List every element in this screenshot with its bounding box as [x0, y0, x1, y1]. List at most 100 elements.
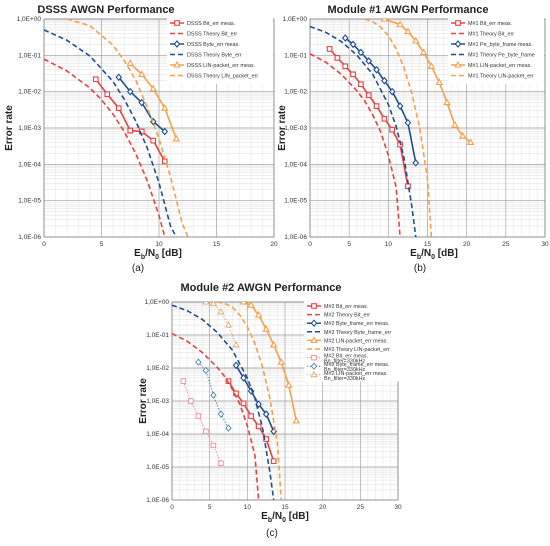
data-point [454, 40, 462, 48]
series-m-1-theory-pe-byte-frame [310, 25, 417, 237]
legend-entry: M#1 Bit_err meas. [468, 21, 512, 27]
data-point [269, 340, 278, 348]
data-point [451, 120, 459, 128]
figure-caption: (c) [266, 528, 278, 539]
data-point [210, 442, 217, 449]
y-axis-label: Error rate [138, 378, 149, 424]
series-line [172, 304, 275, 500]
legend-entry: DSSS Bit_err meas. [187, 21, 235, 27]
data-point [373, 65, 380, 74]
y-tick-label: 1,0E-01 [18, 52, 41, 59]
data-point [270, 458, 277, 465]
legend-entry: DSSS Theory Byte_err [187, 53, 242, 59]
data-point [138, 70, 146, 77]
legend: DSSS Bit_err meas. DSSS Theory Bit_err DSS… [167, 18, 273, 84]
legend-entry: M#2 LIN-packet_err meas. Bn_filter=330kHz [324, 371, 388, 382]
data-point [138, 98, 146, 107]
series-m-2-bit-err-meas-bn-filter-330khz [180, 378, 224, 466]
data-point [427, 62, 436, 69]
x-tick-label: 15 [213, 241, 221, 248]
x-tick-label: 5 [347, 241, 351, 248]
data-point [202, 366, 210, 374]
chart-b-svg: Module #1 AWGN Performance 1,0E-06 1,0E-05… [277, 4, 549, 274]
chart-c-svg: Module #2 AWGN Performance 1,0E-06 1,0E-05… [138, 282, 412, 539]
x-tick-label: 25 [502, 241, 510, 248]
y-tick-label: 1,0E-01 [284, 52, 307, 59]
legend-entry: DSSS Theory LIN_packet_err [187, 74, 258, 80]
plot-border [171, 301, 399, 501]
data-point [396, 20, 404, 28]
x-tick-label: 5 [208, 504, 212, 511]
series-m-2-theory-bit-err [172, 332, 260, 500]
legend-entry: M#2 Theory Byte_frame_err [324, 330, 392, 336]
legend-entry: M#2 Byte_frame_err meas. Bn_filter=330kHz [324, 362, 389, 373]
legend-entry: M#1 Theory LIN-packet_err [468, 74, 534, 80]
y-tick-label: 1,0E+00 [283, 16, 308, 23]
series-line [364, 19, 433, 237]
series-m-2-lin-packet-err-meas-bn-filter-330khz [202, 302, 240, 348]
legend-box [167, 18, 273, 84]
y-tick-label: 1,0E+00 [145, 299, 170, 306]
chart-panel-c: Module #2 AWGN Performance 1,0E-06 1,0E-05… [135, 278, 415, 541]
data-point [195, 358, 202, 366]
y-tick-label: 1,0E-04 [18, 161, 41, 168]
data-point [341, 34, 349, 42]
series-m-2-lin-packet-err-meas- [239, 302, 301, 424]
y-tick-label: 1,0E-06 [284, 234, 307, 241]
series-m-1-pe-byte-frame-meas- [341, 34, 420, 167]
data-point [232, 341, 240, 348]
data-point [127, 127, 134, 134]
data-point [126, 59, 134, 66]
data-point [380, 19, 389, 22]
legend-entry: M#2 Bit_err meas. Bn_filter=330kHz [324, 354, 368, 365]
data-point [310, 370, 318, 378]
y-tick-label: 1,0E-06 [146, 497, 169, 504]
plot-border [309, 18, 546, 238]
x-axis-label: Eb/N0 [dB] [261, 511, 309, 524]
data-point [161, 127, 169, 136]
y-axis-label: Error rate [277, 105, 288, 151]
x-tick-label: 15 [281, 504, 289, 511]
data-point [225, 424, 232, 432]
legend: M#1 Bit_err meas. M#1 Theory Bit_err M#1 P… [448, 18, 544, 84]
y-tick-label: 1,0E+00 [17, 16, 42, 23]
y-tick-label: 1,0E-05 [146, 464, 169, 471]
data-point [188, 398, 194, 404]
legend-entry: M#2 Theory LIN-packet_err [324, 347, 390, 353]
y-tick-label: 1,0E-04 [146, 431, 169, 438]
data-point [232, 361, 240, 370]
series-line [44, 29, 178, 237]
chart-panel-a: DSSS AWGN Performance 1,0E-06 1,0E-05 1,0E-… [0, 0, 280, 278]
legend-entry: M#2 LIN-packet_err meas. [324, 338, 388, 344]
data-point [255, 400, 262, 409]
data-point [115, 73, 123, 82]
data-point [247, 302, 255, 308]
data-point [285, 381, 293, 388]
x-tick-label: 20 [319, 504, 327, 511]
series-m-2-bit-err-meas- [225, 378, 277, 465]
y-tick-label: 1,0E-03 [146, 398, 169, 405]
series-line [344, 37, 417, 163]
x-tick-label: 0 [170, 504, 174, 511]
data-point [466, 138, 475, 146]
chart-a-svg: DSSS AWGN Performance 1,0E-06 1,0E-05 1,0E-… [4, 4, 278, 274]
series-m-2-byte-frame-err-meas- [232, 361, 278, 436]
data-point [174, 20, 180, 26]
legend: M#2 Bit_err meas. M#2 Theory Bit_err M#2 B… [304, 301, 412, 382]
data-point [150, 137, 157, 144]
y-tick-label: 1,0E-06 [18, 234, 41, 241]
data-point [311, 354, 317, 361]
data-point [381, 115, 388, 122]
x-axis-label: Eb/N0 [dB] [410, 248, 458, 261]
y-tick-label: 1,0E-02 [18, 89, 41, 96]
y-tick-label: 1,0E-02 [284, 89, 307, 96]
data-point [396, 102, 404, 110]
data-point [225, 321, 232, 328]
data-point [350, 71, 356, 78]
x-tick-label: 25 [357, 504, 365, 511]
data-point [161, 104, 169, 111]
x-tick-label: 30 [541, 241, 549, 248]
chart-title: Module #2 AWGN Performance [181, 282, 342, 294]
data-point [388, 87, 396, 96]
series-m-2-theory-byte-frame-err [172, 304, 275, 500]
